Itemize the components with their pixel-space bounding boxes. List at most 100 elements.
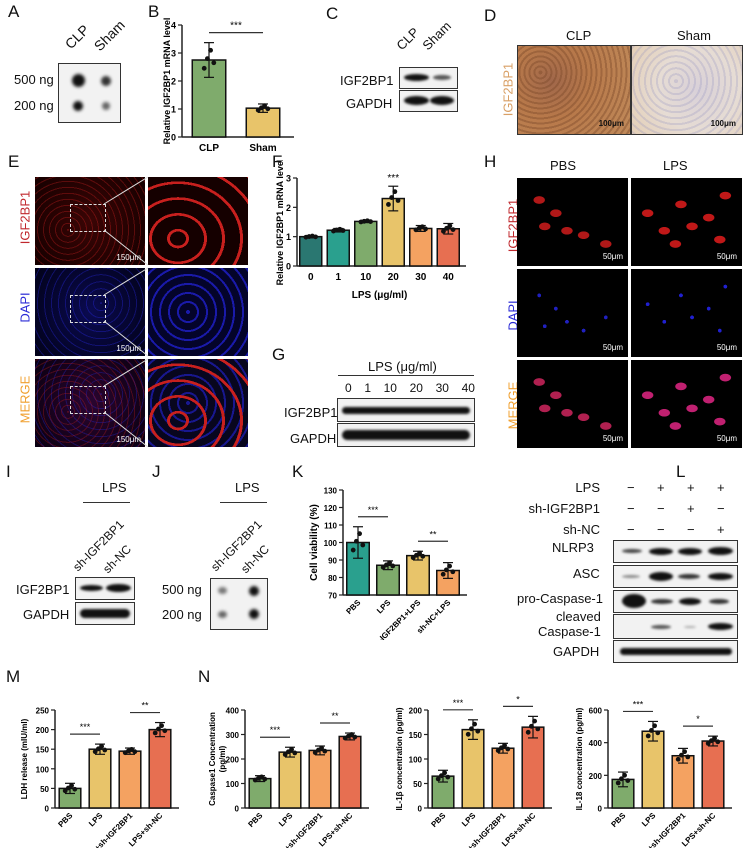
svg-text:***: *** (368, 505, 379, 515)
panel-label-d: D (484, 6, 497, 25)
condition-sign: − (657, 501, 665, 516)
scale-bar: 50μm (602, 343, 623, 352)
row-label: IGF2BP1 (500, 62, 516, 117)
condition-sign: + (687, 501, 695, 516)
svg-text:90: 90 (328, 557, 337, 566)
western-blot-i2 (75, 602, 135, 625)
western-blot-c2 (399, 90, 458, 112)
svg-text:200: 200 (589, 772, 603, 781)
svg-text:LPS: LPS (375, 598, 393, 616)
svg-text:**: ** (141, 701, 149, 711)
svg-text:CLP: CLP (199, 143, 219, 154)
dot-blot-j (210, 578, 268, 630)
col-label: LPS (663, 158, 688, 173)
if-zoom-merge (148, 359, 248, 447)
panel-label-j: J (152, 462, 161, 481)
header-line (83, 502, 130, 503)
svg-text:0: 0 (286, 262, 291, 272)
row-label: IGF2BP1 (340, 73, 394, 88)
svg-text:100: 100 (324, 539, 338, 548)
condition-sign: + (717, 522, 725, 537)
lane-label: 40 (461, 381, 475, 395)
svg-text:sh-IGF2BP1+LPS: sh-IGF2BP1+LPS (370, 598, 423, 640)
panel-label-k: K (292, 462, 304, 481)
if-lps-merge: 50μm (631, 360, 742, 448)
svg-text:**: ** (429, 529, 437, 539)
svg-text:PBS: PBS (56, 811, 74, 829)
row-label: 500 ng (14, 72, 54, 87)
col-label: Sham (419, 18, 455, 54)
col-label: Sham (90, 16, 128, 54)
scale-bar: 50μm (716, 343, 737, 352)
svg-text:130: 130 (324, 487, 338, 496)
chart-k: 70 80 90 100 110 120 130 Cell viability (%) PBS L… (309, 487, 467, 640)
svg-text:LDH release (mIU/ml): LDH release (mIU/ml) (20, 718, 29, 799)
western-blot-g1 (337, 398, 475, 422)
col-label: Sham (677, 28, 711, 43)
western-blot-gapdh-l (613, 640, 738, 663)
scale-bar: 100μm (710, 119, 736, 128)
svg-text:PBS: PBS (429, 811, 447, 829)
svg-text:PBS: PBS (609, 811, 627, 829)
lane-labels: 0 1 10 20 30 40 (345, 381, 475, 395)
svg-text:0: 0 (45, 805, 50, 814)
scale-bar: 150μm (116, 253, 141, 262)
svg-text:PBS: PBS (246, 811, 264, 829)
condition-sign: − (717, 501, 725, 516)
svg-text:20: 20 (388, 272, 400, 283)
condition-label: sh-IGF2BP1 (528, 501, 600, 516)
condition-sign: + (687, 480, 695, 495)
blot-header: LPS (μg/ml) (368, 359, 437, 374)
row-label: GAPDH (346, 96, 393, 111)
panel-label-m: M (6, 667, 21, 686)
svg-text:400: 400 (226, 707, 240, 716)
scale-bar: 50μm (602, 252, 623, 261)
condition-sign: + (717, 480, 725, 495)
lane-label: 30 (435, 381, 449, 395)
svg-text:IL-1β concentration (pg/ml): IL-1β concentration (pg/ml) (395, 707, 404, 810)
col-label: CLP (393, 24, 422, 53)
col-label: PBS (550, 158, 577, 173)
panel-label-f: F (272, 152, 283, 171)
zoom-lines (103, 177, 149, 447)
svg-text:150: 150 (36, 746, 50, 755)
svg-text:0: 0 (308, 272, 314, 283)
svg-text:4: 4 (171, 21, 176, 31)
panel-label-h: H (484, 152, 497, 171)
svg-text:2: 2 (286, 203, 291, 213)
panel-label-n: N (198, 667, 211, 686)
if-pbs-dapi: 50μm (517, 269, 628, 357)
svg-text:0: 0 (418, 805, 423, 814)
header-line (338, 375, 474, 376)
svg-text:50: 50 (40, 785, 49, 794)
svg-text:3: 3 (171, 49, 176, 59)
row-label: IGF2BP1 (17, 190, 33, 245)
svg-text:Sham: Sham (249, 143, 276, 154)
condition-sign: − (687, 522, 695, 537)
svg-text:70: 70 (328, 592, 337, 601)
panel-label-a: A (8, 2, 20, 21)
if-image-merge: 150μm (35, 359, 145, 447)
svg-text:0: 0 (171, 133, 176, 143)
svg-text:50: 50 (413, 780, 422, 789)
svg-text:80: 80 (328, 574, 337, 583)
svg-text:3: 3 (286, 174, 291, 184)
western-blot-c1 (399, 67, 458, 89)
scale-bar: 100μm (598, 119, 624, 128)
svg-text:Relative IGF2BP1 mRNA level: Relative IGF2BP1 mRNA level (275, 160, 285, 285)
svg-text:Relative IGF2BP1 mRNA level: Relative IGF2BP1 mRNA level (162, 18, 172, 145)
western-blot-pro-caspase1 (613, 590, 738, 613)
western-blot-g2 (337, 423, 475, 447)
svg-text:***: *** (80, 722, 91, 732)
svg-text:1: 1 (335, 272, 341, 283)
row-label: Caspase-1 (538, 624, 601, 639)
svg-text:PBS: PBS (344, 598, 362, 616)
lane-label: 20 (409, 381, 423, 395)
lane-label: 10 (383, 381, 397, 395)
western-blot-i1 (75, 577, 135, 600)
blot-header: LPS (235, 480, 260, 495)
svg-text:10: 10 (360, 272, 372, 283)
row-label: IGF2BP1 (16, 582, 70, 597)
